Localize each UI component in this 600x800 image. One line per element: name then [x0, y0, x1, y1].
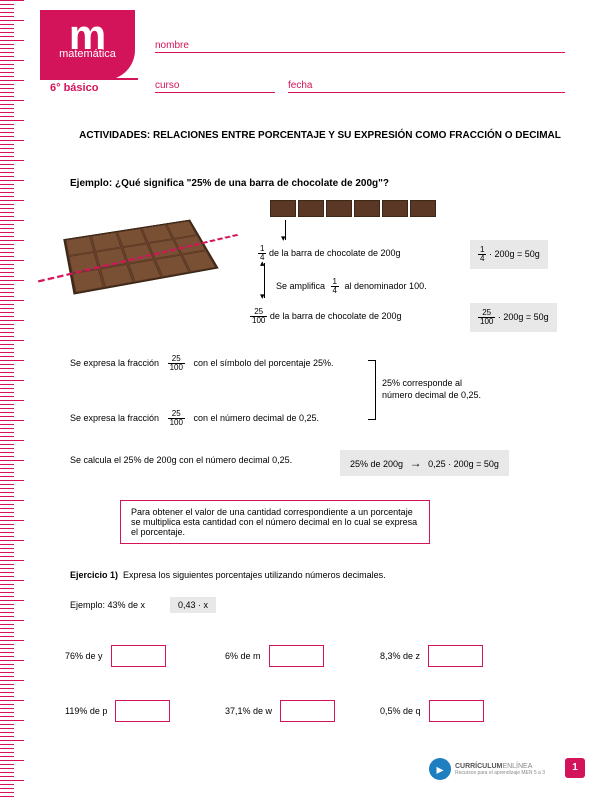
- exercise-row-1c: 8,3% de z: [380, 645, 483, 667]
- exercise-row-1b: 6% de m: [225, 645, 324, 667]
- answer-box[interactable]: [115, 700, 170, 722]
- arrow-right-icon: →: [410, 456, 422, 470]
- exercise-row-2b: 37,1% de w: [225, 700, 335, 722]
- answer-box[interactable]: [429, 700, 484, 722]
- ruler-decoration: [0, 0, 28, 800]
- calc-box-1: 14 · 200g = 50g: [470, 240, 548, 269]
- footer-brand: ▸ CURRÍCULUMENLÍNEA Recursos para el apr…: [429, 758, 545, 780]
- course-line[interactable]: [155, 92, 275, 93]
- activity-title: ACTIVIDADES: RELACIONES ENTRE PORCENTAJE…: [70, 130, 570, 141]
- answer-box[interactable]: [269, 645, 324, 667]
- exercise-item-label: 76% de y: [65, 651, 103, 661]
- exercise-item-label: 119% de p: [65, 706, 107, 716]
- name-label: nombre: [155, 40, 189, 51]
- express-fraction-decimal: Se expresa la fracción 25100 con el núme…: [70, 410, 319, 427]
- course-label: curso: [155, 80, 179, 91]
- exercise-example-label: Ejemplo: 43% de x: [70, 600, 145, 610]
- note-box: Para obtener el valor de una cantidad co…: [120, 500, 430, 544]
- express-fraction-percent: Se expresa la fracción 25100 con el símb…: [70, 355, 334, 372]
- footer-brand-text: CURRÍCULUMENLÍNEA: [455, 763, 545, 770]
- logo-letter: m: [40, 18, 135, 52]
- fraction-1-4: 14 de la barra de chocolate de 200g: [258, 245, 401, 262]
- exercise-example-value: 0,43 · x: [170, 597, 216, 613]
- chocolate-strip: [270, 200, 436, 217]
- grade-divider: [40, 78, 138, 80]
- bracket-text-1: 25% corresponde al: [382, 378, 462, 388]
- arrow-head-icon: ▾: [281, 233, 286, 244]
- name-line[interactable]: [155, 52, 565, 53]
- exercise-item-label: 6% de m: [225, 651, 261, 661]
- bracket-icon: [368, 360, 376, 420]
- date-label: fecha: [288, 80, 312, 91]
- page-number: 1: [565, 758, 585, 778]
- amplify-text: Se amplifica 14 al denominador 100.: [276, 278, 427, 295]
- exercise-item-label: 8,3% de z: [380, 651, 420, 661]
- exercise-row-2c: 0,5% de q: [380, 700, 484, 722]
- answer-box[interactable]: [111, 645, 166, 667]
- bracket-text-2: número decimal de 0,25.: [382, 390, 481, 400]
- subject-header: m matemática: [40, 10, 135, 80]
- calc-box-2: 25100 · 200g = 50g: [470, 303, 557, 332]
- footer-subtitle: Recursos para el aprendizaje MEN 5 a 3: [455, 770, 545, 776]
- play-icon: ▸: [429, 758, 451, 780]
- exercise-row-1: 76% de y: [65, 645, 166, 667]
- date-line[interactable]: [288, 92, 565, 93]
- answer-box[interactable]: [428, 645, 483, 667]
- arrow-amplify-down: [264, 283, 265, 298]
- calc-decimal-text: Se calcula el 25% de 200g con el número …: [70, 455, 292, 465]
- subject-label: matemática: [40, 48, 135, 60]
- chocolate-illustration: [43, 213, 233, 307]
- arrow-head-icon: ▴: [260, 258, 265, 269]
- exercise-item-label: 0,5% de q: [380, 706, 421, 716]
- exercise-title: Ejercicio 1) Expresa los siguientes porc…: [70, 570, 386, 580]
- fraction-25-100: 25100 de la barra de chocolate de 200g: [250, 308, 401, 325]
- grade-label: 6° básico: [50, 82, 98, 94]
- calc-result-box: 25% de 200g → 0,25 · 200g = 50g: [340, 450, 509, 476]
- exercise-row-2: 119% de p: [65, 700, 170, 722]
- exercise-item-label: 37,1% de w: [225, 706, 272, 716]
- answer-box[interactable]: [280, 700, 335, 722]
- example-question: Ejemplo: ¿Qué significa "25% de una barr…: [70, 178, 389, 189]
